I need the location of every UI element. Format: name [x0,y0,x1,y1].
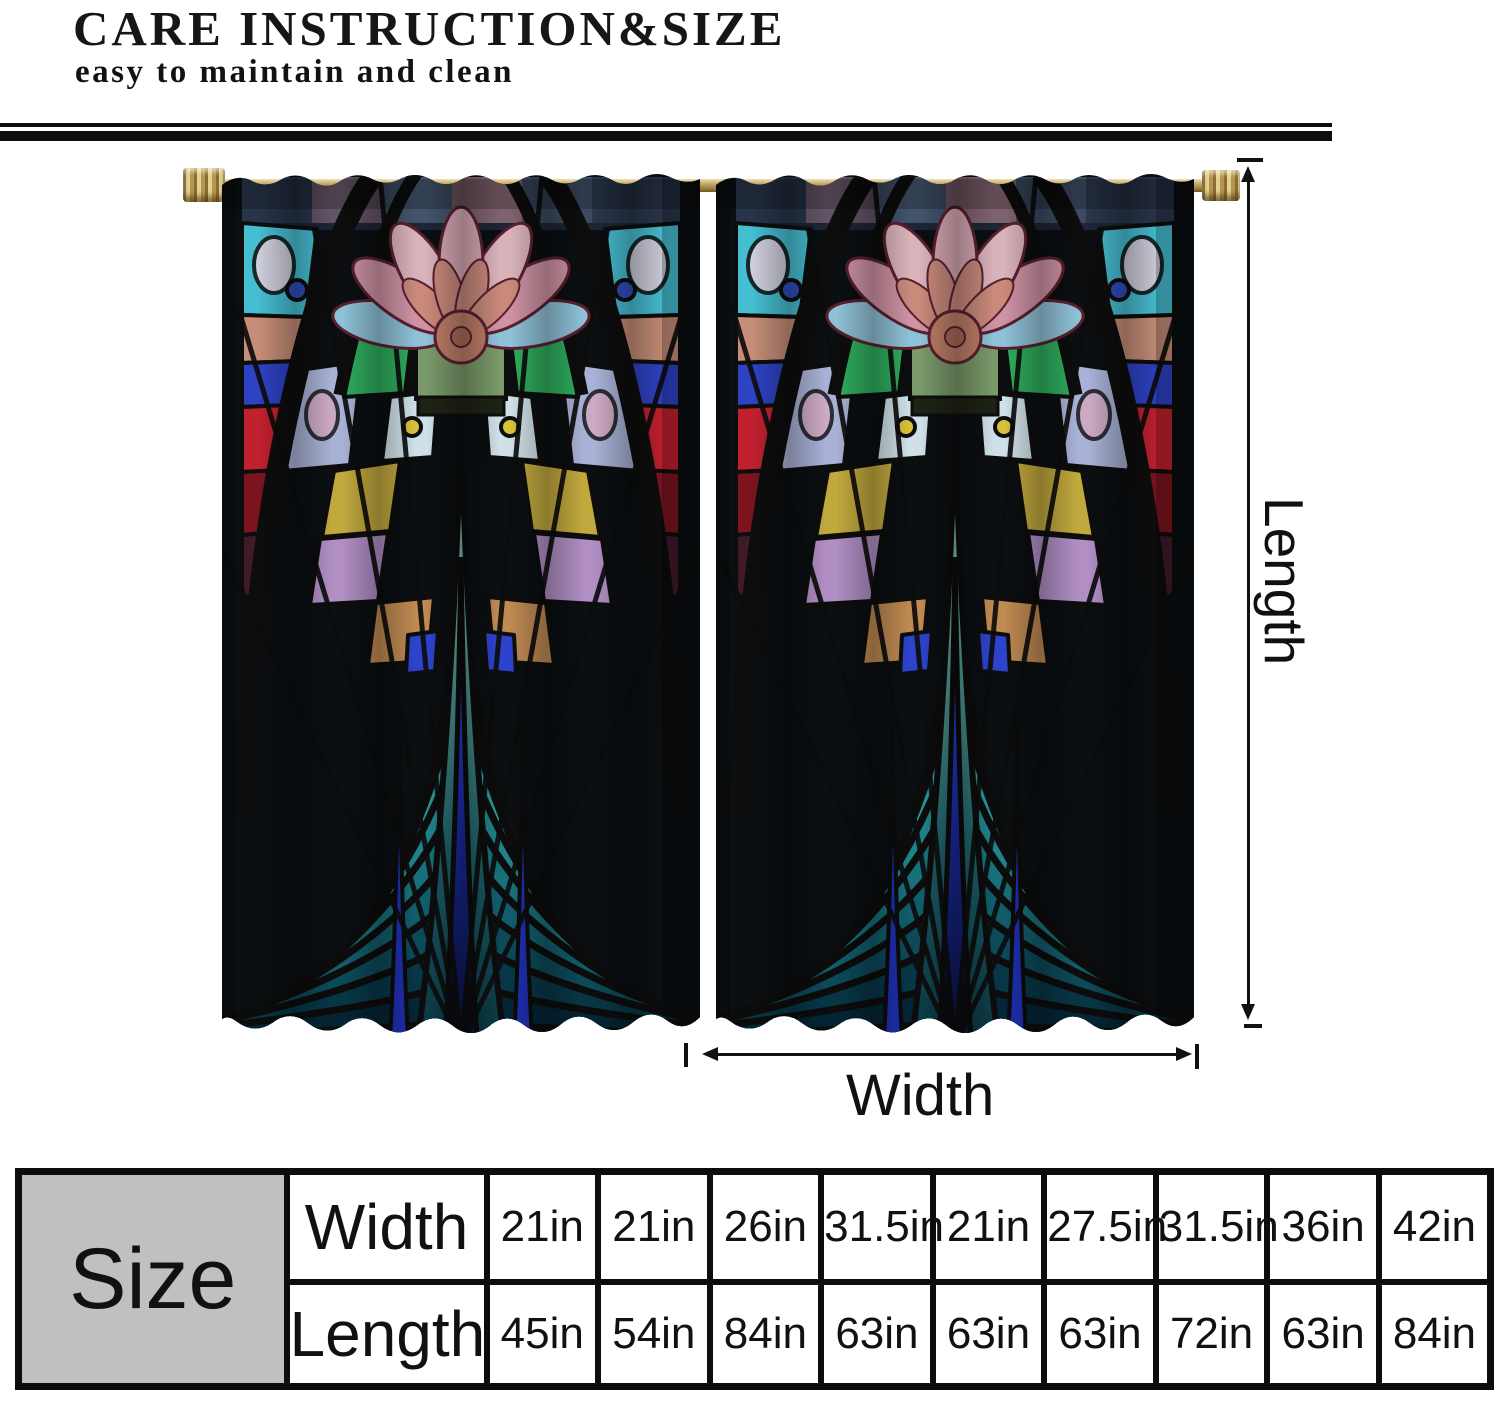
size-table-length-row: Length 45in 54in 84in 63in 63in 63in 72in 63in 8… [19,1279,1494,1390]
width-value-cell: 21in [595,1168,713,1285]
length-label: Length [1253,497,1315,666]
width-arrow [716,1053,1178,1056]
length-value-cell: 45in [483,1279,602,1390]
width-arrowhead-right [1176,1047,1192,1061]
width-value-cell: 21in [483,1168,602,1285]
width-value-cell: 21in [929,1168,1048,1285]
rod-finial-right [1202,170,1240,201]
curtain-panel-left [222,165,700,1039]
width-value-cell: 42in [1375,1168,1494,1285]
width-value-cell: 31.5in [1152,1168,1279,1285]
width-value-cell: 26in [706,1168,825,1285]
width-arrowhead-left [702,1047,718,1061]
length-arrowhead-bottom [1241,1004,1255,1020]
length-value-cell: 63in [1041,1279,1159,1390]
length-value-cell: 84in [706,1279,825,1390]
width-tick-right [1195,1044,1199,1069]
rod-finial-left [183,168,225,202]
length-value-cell: 63in [818,1279,936,1390]
page-title: CARE INSTRUCTION&SIZE [73,1,786,56]
length-value-cell: 72in [1152,1279,1271,1390]
width-row-header: Width [283,1168,490,1285]
length-value-cell: 84in [1375,1279,1494,1390]
length-arrowhead-top [1241,166,1255,182]
size-table: Size Width 21in 21in 26in 31.5in 21in 27.5in 3… [15,1168,1494,1390]
length-value-cell: 63in [929,1279,1048,1390]
length-row-header: Length [283,1279,490,1390]
width-label: Width [846,1063,995,1128]
size-table-corner: Size [15,1168,290,1390]
length-value-cell: 54in [595,1279,713,1390]
length-tick-bottom [1244,1024,1262,1028]
curtain-panel-right [716,165,1194,1039]
divider-line-thick [0,131,1332,141]
length-arrow [1247,176,1250,1010]
width-tick-left [684,1043,688,1067]
width-value-cell: 36in [1264,1168,1382,1285]
divider-line-thin [0,123,1332,127]
size-table-width-row: Size Width 21in 21in 26in 31.5in 21in 27.5in 3… [15,1168,1494,1390]
length-value-cell: 63in [1264,1279,1382,1390]
width-value-cell: 27.5in [1041,1168,1167,1285]
length-tick-top [1237,158,1263,162]
page-subtitle: easy to maintain and clean [75,54,515,90]
width-value-cell: 31.5in [818,1168,944,1285]
